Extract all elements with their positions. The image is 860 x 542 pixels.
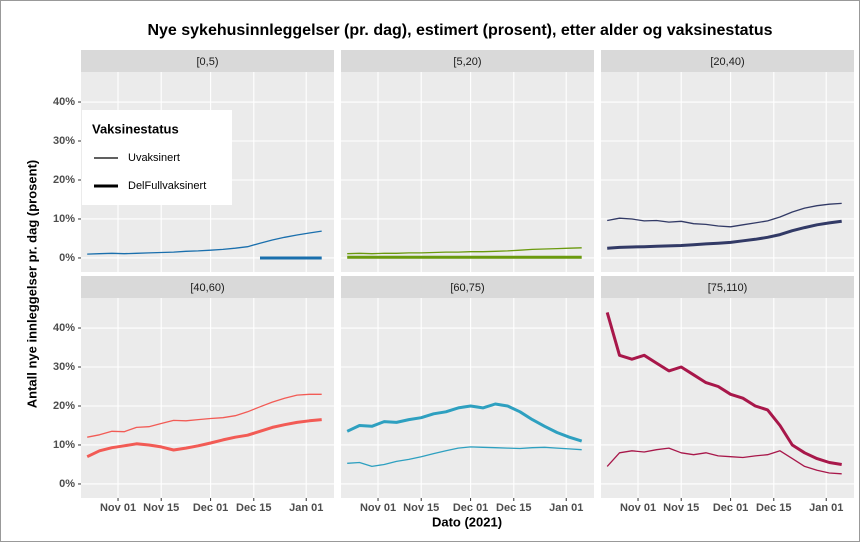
strip-label: [5,20): [453, 56, 481, 68]
y-tick-label: 20%: [53, 400, 75, 412]
strip-label: [75,110): [708, 282, 748, 294]
x-tick-label: Nov 01: [100, 502, 136, 514]
y-tick-label: 10%: [53, 213, 75, 225]
series-line: [605, 311, 842, 466]
series-line: [347, 446, 582, 468]
x-tick-label: Dec 01: [453, 502, 488, 514]
y-tick-label: 0%: [59, 252, 75, 264]
strip: [601, 50, 854, 72]
x-axis-title: Dato (2021): [432, 514, 502, 529]
x-tick-label: Dec 01: [713, 502, 748, 514]
y-tick-label: 10%: [53, 439, 75, 451]
strip: [601, 276, 854, 298]
x-tick-label: Nov 01: [620, 502, 656, 514]
y-tick-label: 30%: [53, 361, 75, 373]
x-tick-label: Dec 15: [756, 502, 791, 514]
series-line: [606, 447, 842, 475]
series-line: [87, 230, 322, 255]
x-tick-label: Jan 01: [289, 502, 323, 514]
chart-title: Nye sykehusinnleggelser (pr. dag), estim…: [147, 22, 772, 39]
series-line: [607, 219, 842, 250]
series-line: [346, 402, 583, 443]
strip-label: [60,75): [450, 282, 484, 294]
x-tick-label: Nov 15: [663, 502, 699, 514]
strip: [341, 50, 594, 72]
strip-label: [40,60): [190, 282, 224, 294]
panel-background: [601, 72, 854, 272]
strip: [341, 276, 594, 298]
x-tick-label: Nov 15: [143, 502, 179, 514]
y-tick-label: 40%: [53, 322, 75, 334]
x-tick-label: Jan 01: [809, 502, 843, 514]
series-line: [347, 247, 582, 255]
strip: [81, 276, 334, 298]
x-tick-label: Nov 01: [360, 502, 396, 514]
series-line: [87, 393, 322, 438]
y-tick-label: 20%: [53, 174, 75, 186]
x-tick-label: Dec 15: [496, 502, 531, 514]
legend-label: DelFullvaksinert: [128, 180, 206, 192]
y-tick-label: 0%: [59, 478, 75, 490]
series-line: [86, 418, 322, 459]
panel-background: [81, 298, 334, 498]
x-tick-label: Nov 15: [403, 502, 439, 514]
y-axis-title: Antall nye innleggelser pr. dag (prosent…: [24, 160, 39, 409]
series-line: [607, 202, 842, 228]
x-tick-label: Dec 01: [193, 502, 228, 514]
y-tick-label: 30%: [53, 135, 75, 147]
strip-label: [20,40): [710, 56, 744, 68]
strip: [81, 50, 334, 72]
strip-label: [0,5): [196, 56, 218, 68]
legend-label: Uvaksinert: [128, 152, 180, 164]
panel-background: [341, 72, 594, 272]
y-tick-label: 40%: [53, 96, 75, 108]
panel-background: [601, 298, 854, 498]
x-tick-label: Jan 01: [549, 502, 583, 514]
legend-title: Vaksinestatus: [92, 121, 179, 136]
x-tick-label: Dec 15: [236, 502, 271, 514]
